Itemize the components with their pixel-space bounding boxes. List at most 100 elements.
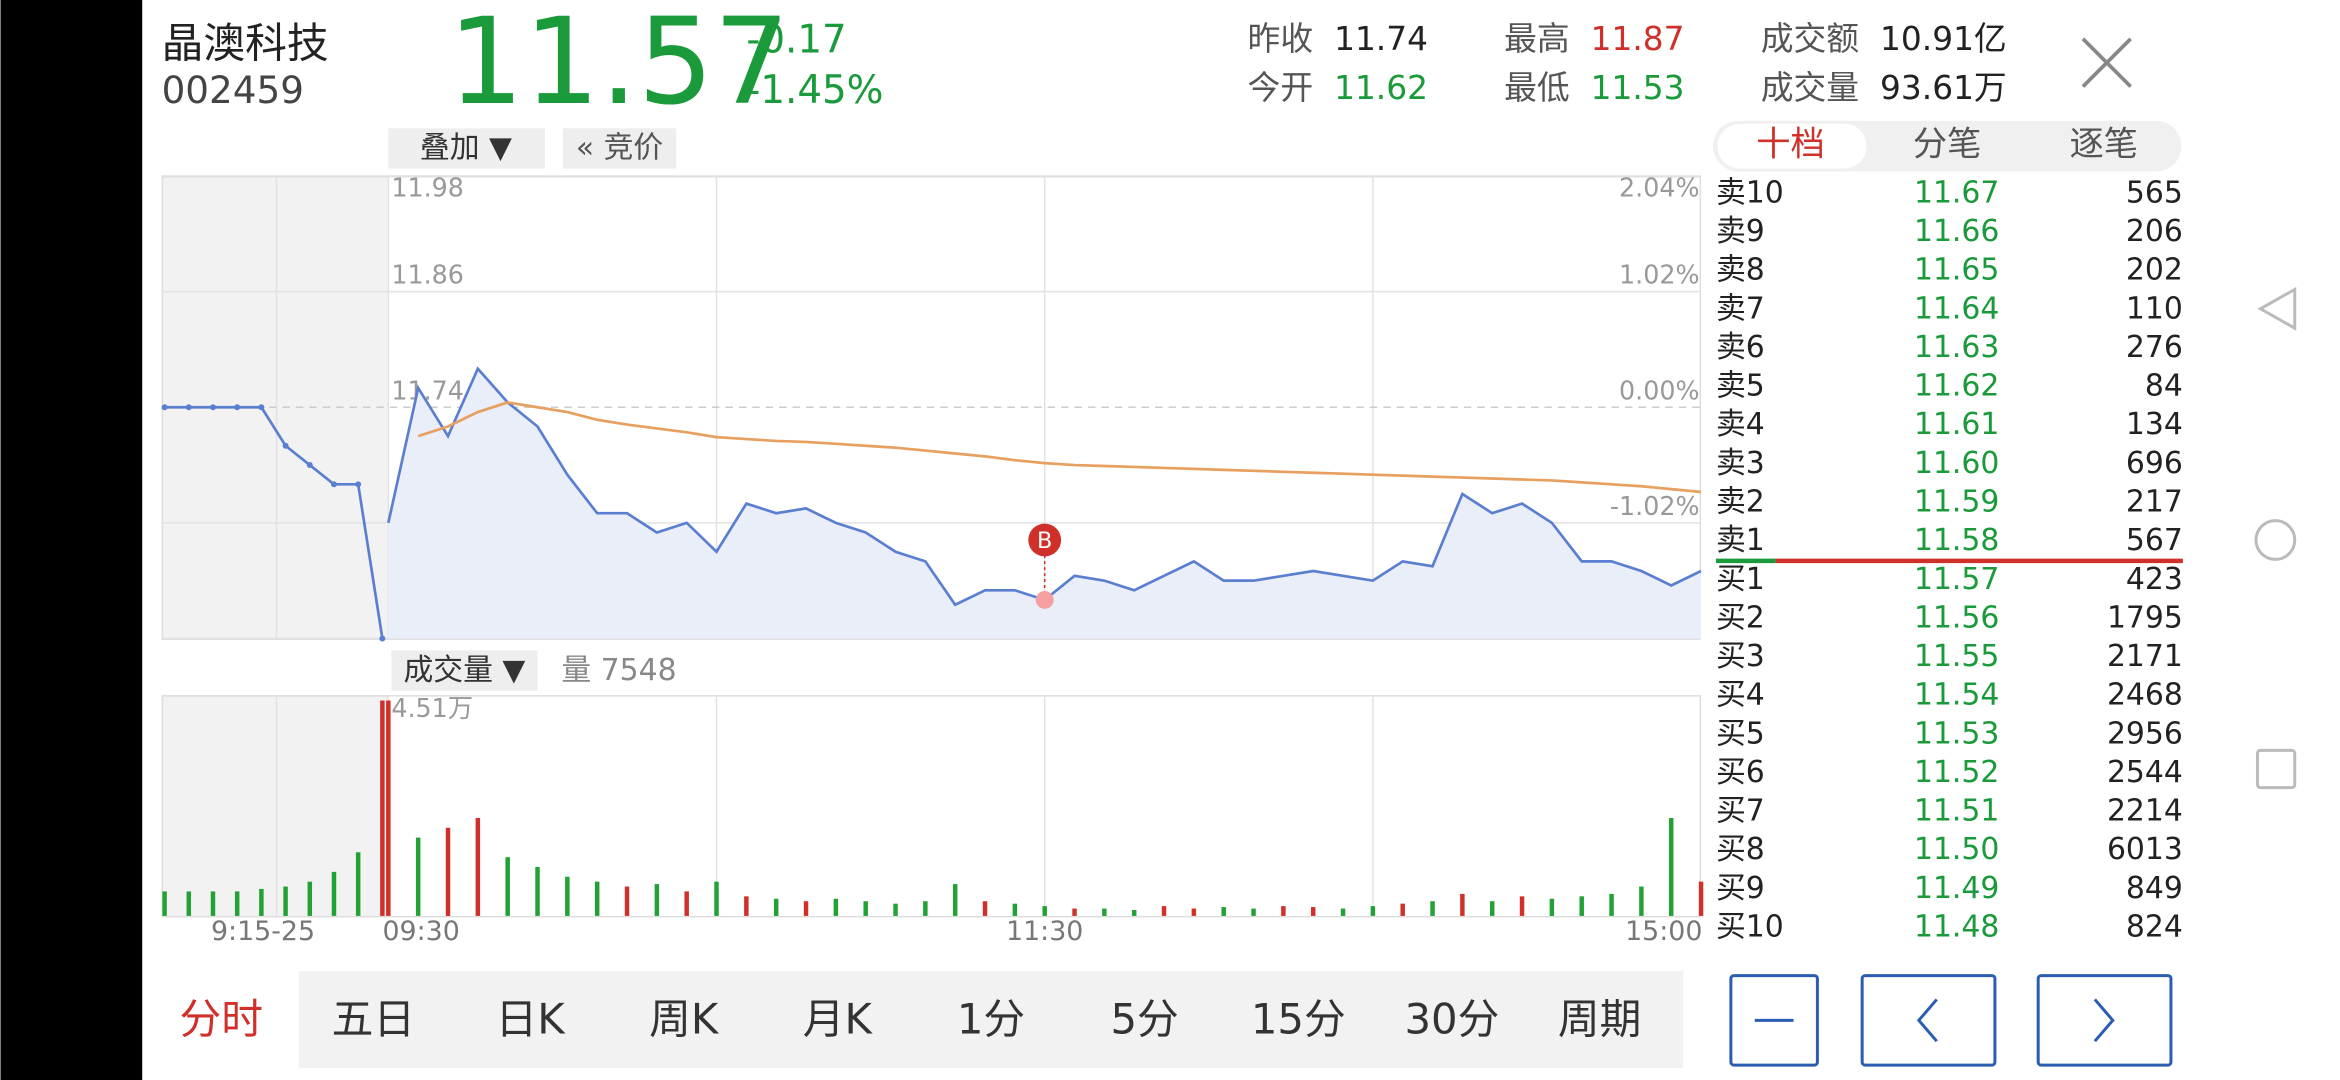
volume-bar (1310, 907, 1316, 916)
y-tick-label: 11.98 (391, 172, 464, 202)
volume-bar (1161, 906, 1167, 916)
auction-volume-bar (283, 886, 288, 916)
volume-bar (833, 898, 839, 916)
order-price: 11.48 (1914, 909, 1999, 944)
period-bar (298, 971, 1684, 1069)
nav-buttons[interactable] (1729, 974, 2173, 1067)
volume-bar (773, 898, 779, 916)
y2-tick-label: 1.02% (1619, 260, 1700, 290)
volume-bar (923, 901, 928, 916)
volume-bar (1430, 901, 1435, 916)
period-tab[interactable]: 日K (495, 994, 566, 1043)
system-nav[interactable] (2254, 286, 2297, 790)
volume-bar (1340, 908, 1346, 916)
change-pct: -1.45% (746, 68, 883, 113)
volume-bar (1042, 906, 1047, 916)
order-side: 买2 (1716, 600, 1765, 635)
last-price: 11.57 (448, 0, 790, 132)
order-side: 买8 (1716, 832, 1765, 867)
volume-now: 量 7548 (561, 653, 676, 688)
order-volume: 134 (2126, 407, 2183, 442)
tab-selected (1717, 123, 1867, 169)
stat-label: 成交额 (1761, 20, 1859, 58)
y2-tick-label: 2.04% (1619, 172, 1700, 202)
order-side: 卖6 (1716, 330, 1765, 365)
period-tab[interactable]: 五日 (332, 994, 416, 1043)
stat-value: 11.87 (1591, 20, 1685, 58)
period-tab[interactable]: 30分 (1404, 994, 1499, 1043)
order-side: 卖5 (1716, 369, 1765, 404)
order-tab[interactable]: 逐笔 (2070, 125, 2139, 165)
volume-menu-label: 成交量 ▼ (403, 653, 525, 688)
order-side: 买9 (1716, 871, 1765, 906)
volume-bar (982, 901, 988, 916)
order-side: 买7 (1716, 794, 1765, 829)
auction-button[interactable] (562, 128, 677, 169)
order-volume: 567 (2126, 523, 2183, 558)
overlay-button[interactable] (388, 128, 545, 169)
volume-bar (1012, 903, 1018, 916)
period-tab[interactable]: 1分 (957, 994, 1025, 1043)
volume-bar (1549, 898, 1555, 916)
period-tab[interactable]: 周期 (1558, 994, 1642, 1043)
volume-bar (535, 866, 540, 916)
x-tick-label: 11:30 (1006, 916, 1083, 947)
order-side: 买4 (1716, 678, 1765, 713)
order-side: 卖2 (1716, 485, 1765, 520)
period-tab[interactable]: 周K (649, 994, 720, 1043)
volume-menu[interactable] (391, 650, 538, 691)
order-tab[interactable]: 十档 (1756, 125, 1825, 165)
volume-bar (952, 884, 958, 916)
period-tab[interactable]: 15分 (1251, 994, 1346, 1043)
average-line (417, 401, 1702, 494)
auction-dot (185, 404, 192, 411)
order-price: 11.64 (1914, 291, 1999, 326)
order-side: 买5 (1716, 716, 1765, 751)
auction-volume-bar (331, 871, 337, 916)
order-volume: 696 (2126, 446, 2183, 481)
order-price: 11.65 (1914, 253, 1999, 288)
volume-bar (386, 700, 391, 916)
stat-label: 最高 (1504, 20, 1570, 58)
order-price: 11.63 (1914, 330, 1999, 365)
auction-volume-bar (186, 891, 192, 916)
volume-bar (684, 891, 689, 916)
auction-volume-area (161, 695, 389, 916)
volume-bar (475, 818, 481, 916)
order-volume: 2468 (2107, 678, 2183, 713)
x-tick-label: 9:15-25 (211, 916, 315, 947)
volume-bar (505, 857, 510, 916)
auction-dot (379, 635, 386, 642)
stat-value: 11.62 (1334, 69, 1428, 107)
volume-bar (1281, 906, 1286, 916)
stat-value: 93.61万 (1880, 69, 2007, 107)
volume-bar (654, 884, 660, 916)
order-tab[interactable]: 分笔 (1913, 125, 1982, 165)
volume-bar (1102, 908, 1107, 916)
volume-bar (744, 896, 749, 916)
order-price: 11.58 (1914, 523, 1999, 558)
y-tick-label: 11.86 (391, 260, 464, 290)
auction-volume-bar (355, 852, 361, 916)
period-tab[interactable]: 分时 (180, 994, 264, 1043)
volume-bar (1191, 908, 1197, 916)
overlay-label: 叠加 ▼ (420, 131, 512, 166)
close-button[interactable] (2081, 37, 2132, 88)
period-tab[interactable]: 月K (803, 994, 874, 1043)
auction-line (164, 405, 384, 639)
order-volume: 2214 (2107, 794, 2183, 829)
order-price: 11.51 (1914, 794, 1999, 829)
order-volume: 2171 (2107, 639, 2183, 674)
auction-volume-bar (380, 700, 385, 916)
volume-bar (1668, 818, 1674, 916)
volume-bar (1639, 886, 1644, 916)
order-volume: 202 (2126, 253, 2183, 288)
order-price: 11.52 (1914, 755, 1999, 790)
volume-bar (863, 901, 868, 916)
auction-dot (210, 404, 216, 411)
order-price: 11.55 (1914, 639, 1999, 674)
period-tab[interactable]: 5分 (1110, 994, 1178, 1043)
order-volume: 565 (2126, 175, 2183, 210)
